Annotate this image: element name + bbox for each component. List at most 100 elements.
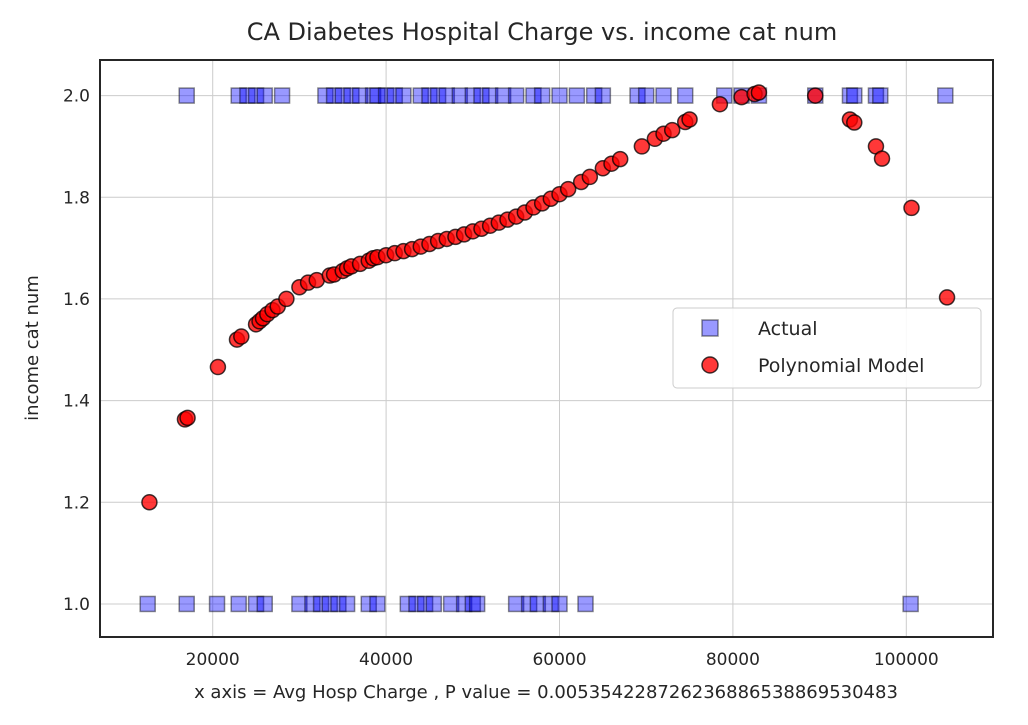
legend: Actual Polynomial Model bbox=[672, 307, 982, 389]
model-point bbox=[141, 494, 158, 511]
legend-marker-model bbox=[701, 356, 719, 374]
actual-point bbox=[421, 87, 438, 104]
actual-point bbox=[395, 87, 412, 104]
model-point bbox=[750, 84, 768, 101]
actual-point bbox=[520, 595, 538, 613]
model-point bbox=[873, 150, 891, 167]
actual-point bbox=[230, 595, 247, 613]
actual-point bbox=[273, 87, 291, 104]
actual-point bbox=[594, 87, 612, 104]
actual-point bbox=[451, 87, 469, 104]
actual-point bbox=[676, 87, 694, 104]
model-point bbox=[611, 150, 629, 168]
actual-point bbox=[494, 87, 512, 104]
actual-point bbox=[360, 595, 378, 613]
model-point bbox=[711, 95, 729, 113]
actual-point bbox=[442, 595, 460, 613]
actual-point bbox=[468, 595, 486, 613]
model-point bbox=[559, 180, 577, 198]
actual-point bbox=[416, 595, 434, 613]
x-tick-label: 100000 bbox=[874, 650, 939, 670]
model-point bbox=[681, 111, 698, 128]
actual-point bbox=[408, 595, 425, 613]
y-tick-label: 1.0 bbox=[63, 595, 90, 615]
actual-point bbox=[464, 87, 482, 104]
actual-point bbox=[351, 87, 369, 104]
actual-point bbox=[139, 595, 156, 613]
y-tick-label: 1.8 bbox=[63, 188, 90, 208]
model-point bbox=[846, 114, 863, 131]
actual-point bbox=[386, 87, 404, 104]
actual-point bbox=[399, 595, 417, 613]
actual-point bbox=[369, 87, 386, 104]
actual-point bbox=[369, 595, 386, 613]
actual-point bbox=[507, 87, 525, 104]
x-tick-label: 60000 bbox=[532, 650, 586, 670]
plot-frame bbox=[99, 59, 994, 638]
y-axis-label: income cat num bbox=[22, 275, 43, 421]
actual-point bbox=[585, 87, 603, 104]
actual-point bbox=[178, 595, 195, 613]
y-tick-label: 1.2 bbox=[63, 493, 90, 513]
actual-point bbox=[304, 595, 321, 613]
actual-point bbox=[256, 87, 273, 104]
actual-point bbox=[551, 87, 568, 104]
actual-point bbox=[230, 87, 247, 104]
actual-point bbox=[525, 87, 542, 104]
data-points bbox=[139, 84, 956, 613]
actual-point bbox=[321, 595, 339, 613]
model-point bbox=[179, 409, 196, 427]
actual-point bbox=[377, 87, 395, 104]
actual-point bbox=[343, 87, 360, 104]
legend-box bbox=[672, 307, 982, 389]
chart-title: CA Diabetes Hospital Charge vs. income c… bbox=[247, 18, 838, 46]
actual-point bbox=[872, 87, 889, 104]
legend-marker-actual bbox=[701, 319, 719, 337]
actual-point bbox=[629, 87, 646, 104]
model-point bbox=[581, 168, 599, 186]
legend-label-model: Polynomial Model bbox=[758, 355, 924, 377]
model-point bbox=[209, 358, 227, 376]
model-point bbox=[903, 199, 920, 217]
actual-point bbox=[507, 595, 525, 613]
actual-point bbox=[529, 595, 547, 613]
axis-ticks: 20000 40000 60000 80000 100000 1.0 1.2 1.4 1.6 1.… bbox=[63, 87, 939, 670]
actual-point bbox=[464, 595, 482, 613]
actual-point bbox=[533, 87, 551, 104]
x-axis-label: x axis = Avg Hosp Charge , P value = 0.0… bbox=[194, 682, 898, 703]
actual-point bbox=[429, 87, 447, 104]
actual-point bbox=[867, 87, 885, 104]
actual-point bbox=[208, 595, 226, 613]
actual-point bbox=[841, 87, 859, 104]
actual-point bbox=[291, 595, 308, 613]
actual-point bbox=[364, 87, 382, 104]
actual-point bbox=[473, 87, 490, 104]
actual-point bbox=[412, 87, 430, 104]
actual-point bbox=[425, 595, 443, 613]
actual-point bbox=[330, 595, 347, 613]
model-point bbox=[938, 289, 956, 306]
actual-point bbox=[655, 87, 672, 104]
actual-point bbox=[846, 87, 863, 104]
y-tick-label: 1.4 bbox=[63, 392, 90, 412]
actual-point bbox=[637, 87, 655, 104]
actual-point bbox=[902, 595, 919, 613]
model-point bbox=[633, 138, 651, 155]
actual-point bbox=[568, 87, 586, 104]
actual-point bbox=[542, 595, 560, 613]
actual-point bbox=[937, 87, 954, 104]
actual-point bbox=[256, 595, 273, 613]
actual-point bbox=[551, 595, 568, 613]
legend-label-actual: Actual bbox=[758, 318, 818, 340]
model-point bbox=[278, 290, 295, 308]
x-tick-label: 20000 bbox=[186, 650, 240, 670]
x-tick-label: 80000 bbox=[706, 650, 760, 670]
model-point bbox=[807, 87, 824, 104]
actual-point bbox=[577, 595, 594, 613]
model-point bbox=[233, 328, 250, 345]
x-tick-label: 40000 bbox=[359, 650, 413, 670]
actual-point bbox=[481, 87, 499, 104]
y-tick-label: 2.0 bbox=[63, 87, 90, 107]
actual-point bbox=[239, 87, 256, 104]
actual-point bbox=[312, 595, 330, 613]
